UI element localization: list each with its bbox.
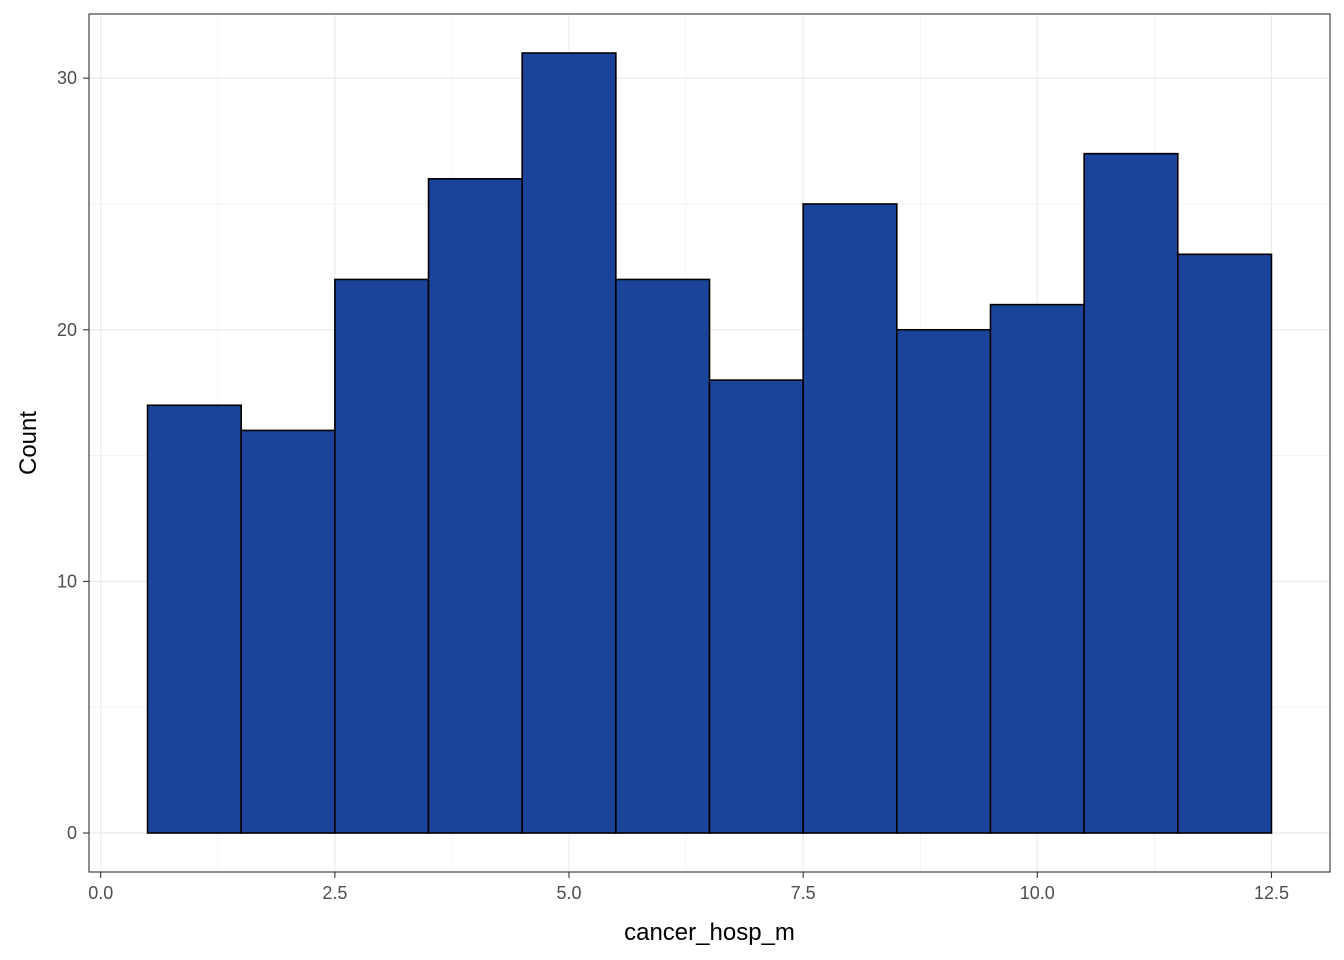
x-tick-label: 2.5	[322, 883, 347, 903]
axis-layer: 0.0 2.5 5.0 7.5 10.0 12.5 0 10 20 30	[57, 68, 1289, 903]
histogram-bar	[427, 178, 523, 834]
histogram-bar	[521, 52, 617, 834]
histogram-bar	[896, 328, 992, 834]
histogram-bar	[615, 278, 711, 834]
panel-border	[88, 13, 1331, 873]
x-tick-label: 10.0	[1020, 883, 1055, 903]
x-tick-label: 12.5	[1254, 883, 1289, 903]
histogram-bar	[802, 203, 898, 834]
y-tick-label: 20	[57, 320, 77, 340]
y-tick-label: 0	[67, 823, 77, 843]
y-tick-label: 30	[57, 68, 77, 88]
bar-layer	[146, 52, 1273, 834]
histogram-bar	[1083, 152, 1179, 834]
histogram-bar	[708, 379, 804, 834]
histogram-bar	[1177, 253, 1273, 834]
histogram-bar	[334, 278, 430, 834]
histogram-bar	[989, 303, 1085, 834]
x-tick-label: 7.5	[791, 883, 816, 903]
x-tick-label: 0.0	[88, 883, 113, 903]
x-axis-title: cancer_hosp_m	[624, 919, 795, 946]
histogram-bar	[240, 429, 336, 834]
histogram-bar	[146, 404, 242, 834]
y-tick-label: 10	[57, 571, 77, 591]
x-tick-label: 5.0	[556, 883, 581, 903]
y-axis-title: Count	[15, 411, 42, 475]
